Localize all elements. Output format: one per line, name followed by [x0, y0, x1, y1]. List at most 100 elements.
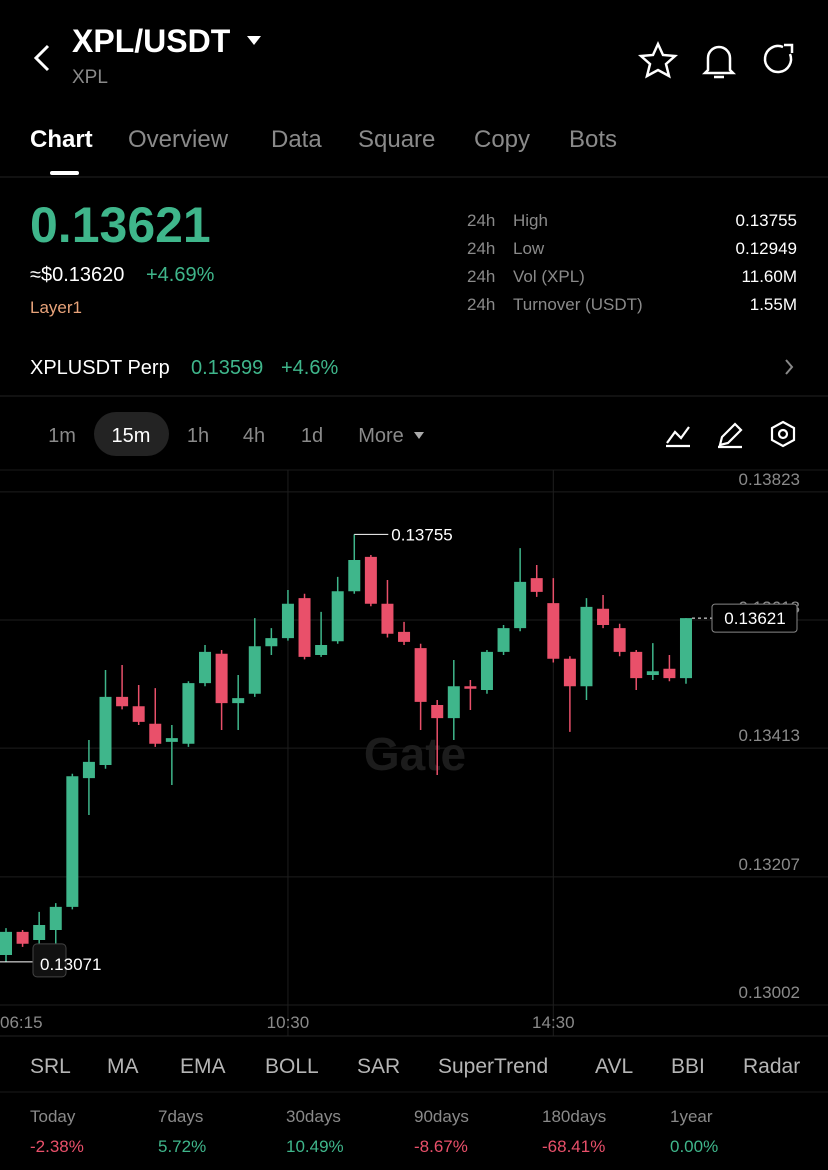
indicator[interactable]: SuperTrend — [438, 1055, 548, 1078]
indicator[interactable]: Radar — [743, 1055, 800, 1078]
share-icon[interactable] — [763, 43, 794, 74]
period-change: -8.67% — [414, 1137, 468, 1156]
stat-period: 24h — [467, 211, 495, 230]
timeframe[interactable]: 1d — [301, 425, 323, 447]
period-change: 0.00% — [670, 1137, 718, 1156]
candle-body — [265, 638, 278, 647]
candle-body — [33, 925, 46, 940]
stat-value: 0.12949 — [736, 239, 797, 258]
period-label: 7days — [158, 1107, 203, 1126]
tab[interactable]: Data — [271, 126, 322, 153]
candle-body — [646, 671, 659, 675]
last-price: 0.13621 — [30, 197, 211, 253]
indicator[interactable]: EMA — [180, 1055, 226, 1078]
candle-body — [381, 603, 394, 634]
draw-icon[interactable] — [718, 422, 743, 449]
candle-body — [215, 653, 228, 704]
stat-period: 24h — [467, 295, 495, 314]
candle-body — [580, 606, 593, 687]
indicator-icon[interactable] — [666, 426, 690, 448]
stat-value: 1.55M — [750, 295, 797, 314]
stat-label: Vol (XPL) — [513, 267, 585, 286]
candle-body — [414, 648, 427, 702]
favorite-icon[interactable] — [637, 40, 679, 79]
x-tick-label: 06:15 — [0, 1013, 43, 1032]
y-tick-label: 0.13823 — [739, 470, 800, 489]
active-timeframe — [94, 412, 169, 456]
perp-name[interactable]: XPLUSDT Perp — [30, 357, 170, 379]
tab[interactable]: Square — [358, 126, 435, 153]
period-change: 5.72% — [158, 1137, 206, 1156]
tab-underline — [50, 171, 79, 175]
usd-price: ≈$0.13620 — [30, 264, 124, 286]
timeframe[interactable]: 1m — [48, 425, 76, 447]
candle-body — [298, 598, 311, 657]
timeframe[interactable]: 1h — [187, 425, 209, 447]
stat-label: High — [513, 211, 548, 230]
candle-body — [431, 705, 444, 719]
y-tick-label: 0.13207 — [739, 855, 800, 874]
candle-body — [563, 658, 576, 687]
candle-body — [530, 578, 543, 592]
period-change: -68.41% — [542, 1137, 605, 1156]
candle-body — [480, 651, 493, 690]
period-label: 1year — [670, 1107, 713, 1126]
period-label: 30days — [286, 1107, 341, 1126]
candle-body — [331, 591, 344, 642]
indicator[interactable]: SRL — [30, 1055, 71, 1078]
stat-period: 24h — [467, 239, 495, 258]
dropdown-arrow[interactable] — [247, 36, 261, 45]
perp-change: +4.6% — [281, 357, 338, 379]
indicator[interactable]: BBI — [671, 1055, 705, 1078]
indicator[interactable]: MA — [107, 1055, 139, 1078]
timeframe[interactable]: 4h — [243, 425, 265, 447]
pair-title[interactable]: XPL/USDT — [72, 23, 231, 59]
tab[interactable]: Chart — [30, 126, 93, 153]
candle-body — [116, 696, 129, 707]
stat-period: 24h — [467, 267, 495, 286]
alert-icon[interactable] — [701, 45, 737, 79]
candle-body — [66, 776, 79, 907]
period-label: 180days — [542, 1107, 606, 1126]
stat-label: Low — [513, 239, 545, 258]
pair-subtitle: XPL — [72, 67, 108, 88]
tab[interactable]: Overview — [128, 126, 229, 153]
candle-body — [464, 686, 477, 689]
x-tick-label: 10:30 — [267, 1013, 310, 1032]
perp-price: 0.13599 — [191, 357, 263, 379]
back-button[interactable] — [33, 44, 50, 72]
settings-icon[interactable] — [770, 420, 796, 448]
more-arrow[interactable] — [414, 432, 424, 439]
candle-body — [199, 651, 212, 684]
candle-body — [248, 646, 261, 694]
chevron[interactable] — [785, 359, 794, 375]
reset-button[interactable] — [32, 943, 67, 978]
y-tick-label: 0.13413 — [739, 726, 800, 745]
y-tick-label: 0.13002 — [739, 983, 800, 1002]
indicator[interactable]: AVL — [595, 1055, 633, 1078]
candle-body — [597, 608, 610, 625]
candle-body — [149, 723, 162, 744]
indicator[interactable]: BOLL — [265, 1055, 319, 1078]
candle-body — [165, 738, 178, 742]
candle-body — [364, 556, 377, 604]
tab[interactable]: Bots — [569, 126, 617, 153]
candle-body — [232, 698, 245, 704]
tag[interactable]: Layer1 — [30, 298, 82, 317]
change: +4.69% — [146, 264, 215, 286]
indicator[interactable]: SAR — [357, 1055, 400, 1078]
stat-value: 11.60M — [742, 267, 797, 286]
candle-body — [398, 631, 411, 642]
x-tick-label: 14:30 — [532, 1013, 575, 1032]
high-marker: 0.13755 — [391, 525, 452, 544]
timeframe[interactable]: More — [358, 425, 404, 447]
candle-body — [447, 686, 460, 719]
candle-body — [679, 618, 692, 679]
candle-body — [99, 696, 112, 765]
candle-body — [663, 668, 676, 679]
settings-icon-dot — [777, 428, 789, 440]
timeframe[interactable]: 15m — [112, 425, 151, 447]
tab[interactable]: Copy — [474, 126, 530, 153]
candle-body — [630, 651, 643, 679]
